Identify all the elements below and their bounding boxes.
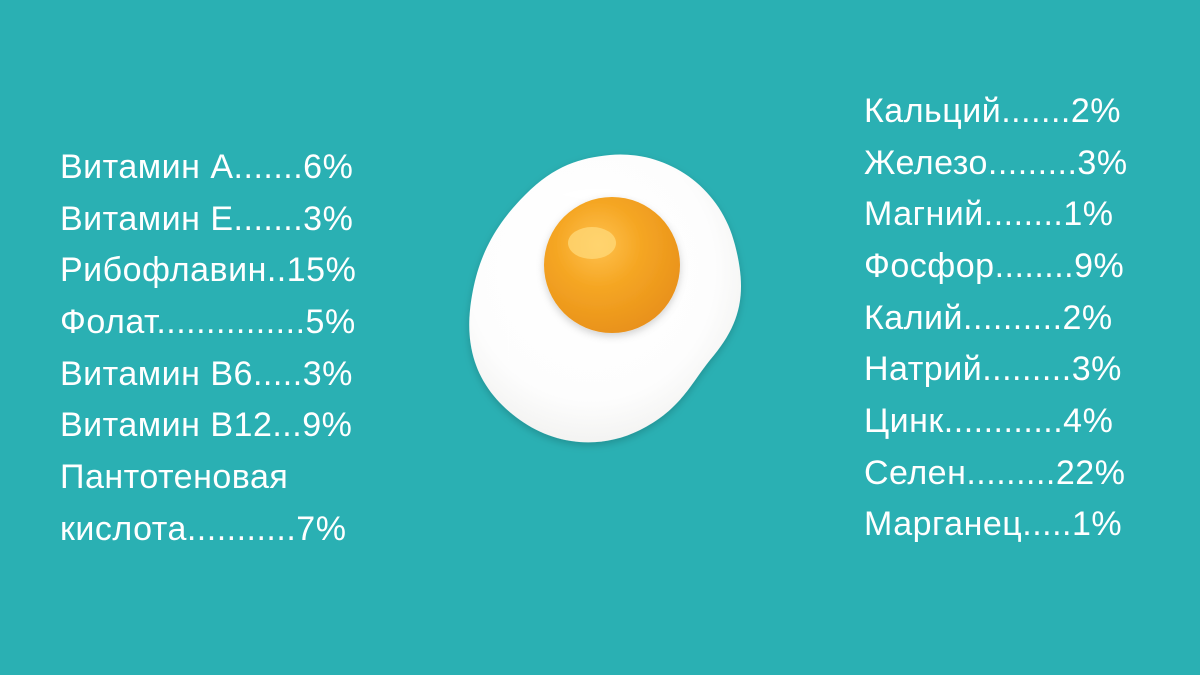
dots: ..... — [1022, 505, 1072, 543]
nutrient-label: Калий — [864, 299, 963, 337]
nutrient-label: Фолат — [60, 303, 156, 341]
nutrient-row: Витамин А.......6% — [60, 142, 356, 194]
nutrient-label: Фосфор — [864, 247, 995, 285]
nutrient-row: Витамин В12...9% — [60, 400, 356, 452]
dots: ............... — [156, 303, 305, 341]
dots: ......... — [966, 454, 1056, 492]
nutrient-value: 15% — [287, 251, 357, 289]
nutrient-label: Цинк — [864, 402, 944, 440]
nutrient-row: Селен.........22% — [864, 448, 1128, 500]
dots: .. — [267, 251, 287, 289]
nutrient-row: Марганец.....1% — [864, 499, 1128, 551]
dots: ..... — [253, 355, 303, 393]
left-nutrients-column: Витамин А.......6% Витамин Е.......3% Ри… — [60, 142, 356, 555]
nutrient-row: Натрий.........3% — [864, 344, 1128, 396]
nutrient-label: Марганец — [864, 505, 1022, 543]
nutrient-label: Витамин В6 — [60, 355, 253, 393]
dots: ... — [272, 406, 302, 444]
nutrient-row: Фосфор........9% — [864, 241, 1128, 293]
dots: ........ — [984, 195, 1064, 233]
dots: ........... — [187, 510, 296, 548]
nutrient-label: Витамин А — [60, 148, 234, 186]
nutrient-row: Фолат...............5% — [60, 297, 356, 349]
nutrient-value: 3% — [303, 200, 353, 238]
nutrient-value: 3% — [1072, 350, 1122, 388]
dots: ......... — [988, 144, 1078, 182]
nutrient-value: 2% — [1071, 92, 1121, 130]
nutrient-row: Цинк............4% — [864, 396, 1128, 448]
right-nutrients-column: Кальций.......2% Железо.........3% Магни… — [864, 86, 1128, 551]
fried-egg-icon — [440, 125, 780, 465]
nutrient-row: Рибофлавин..15% — [60, 245, 356, 297]
nutrient-value: 1% — [1072, 505, 1122, 543]
dots: .......... — [963, 299, 1062, 337]
nutrient-row: Кальций.......2% — [864, 86, 1128, 138]
nutrient-label: Витамин Е — [60, 200, 234, 238]
nutrient-row: кислота...........7% — [60, 504, 356, 556]
nutrient-label: Железо — [864, 144, 988, 182]
nutrient-value: 5% — [306, 303, 356, 341]
nutrient-value: 22% — [1056, 454, 1126, 492]
dots: ....... — [1001, 92, 1071, 130]
dots: ......... — [982, 350, 1072, 388]
dots: ....... — [234, 148, 304, 186]
dots: ....... — [234, 200, 304, 238]
nutrient-label: Рибофлавин — [60, 251, 267, 289]
nutrient-row: Витамин В6.....3% — [60, 349, 356, 401]
nutrient-value: 6% — [303, 148, 353, 186]
nutrient-label: кислота — [60, 510, 187, 548]
nutrient-value: 9% — [302, 406, 352, 444]
nutrient-value: 3% — [303, 355, 353, 393]
nutrient-label: Селен — [864, 454, 966, 492]
nutrient-label: Кальций — [864, 92, 1001, 130]
nutrient-row: Железо.........3% — [864, 138, 1128, 190]
nutrient-value: 3% — [1077, 144, 1127, 182]
nutrient-value: 9% — [1074, 247, 1124, 285]
nutrient-label: Магний — [864, 195, 984, 233]
dots: ........ — [995, 247, 1075, 285]
dots: ............ — [944, 402, 1063, 440]
nutrient-row: Витамин Е.......3% — [60, 194, 356, 246]
nutrient-value: 1% — [1063, 195, 1113, 233]
nutrient-row: Калий..........2% — [864, 293, 1128, 345]
nutrient-row: Магний........1% — [864, 189, 1128, 241]
nutrient-label: Натрий — [864, 350, 982, 388]
nutrient-row: Пантотеновая — [60, 452, 356, 504]
nutrient-label: Пантотеновая — [60, 458, 288, 496]
nutrient-value: 2% — [1063, 299, 1113, 337]
nutrient-label: Витамин В12 — [60, 406, 272, 444]
nutrient-value: 7% — [296, 510, 346, 548]
nutrient-value: 4% — [1063, 402, 1113, 440]
